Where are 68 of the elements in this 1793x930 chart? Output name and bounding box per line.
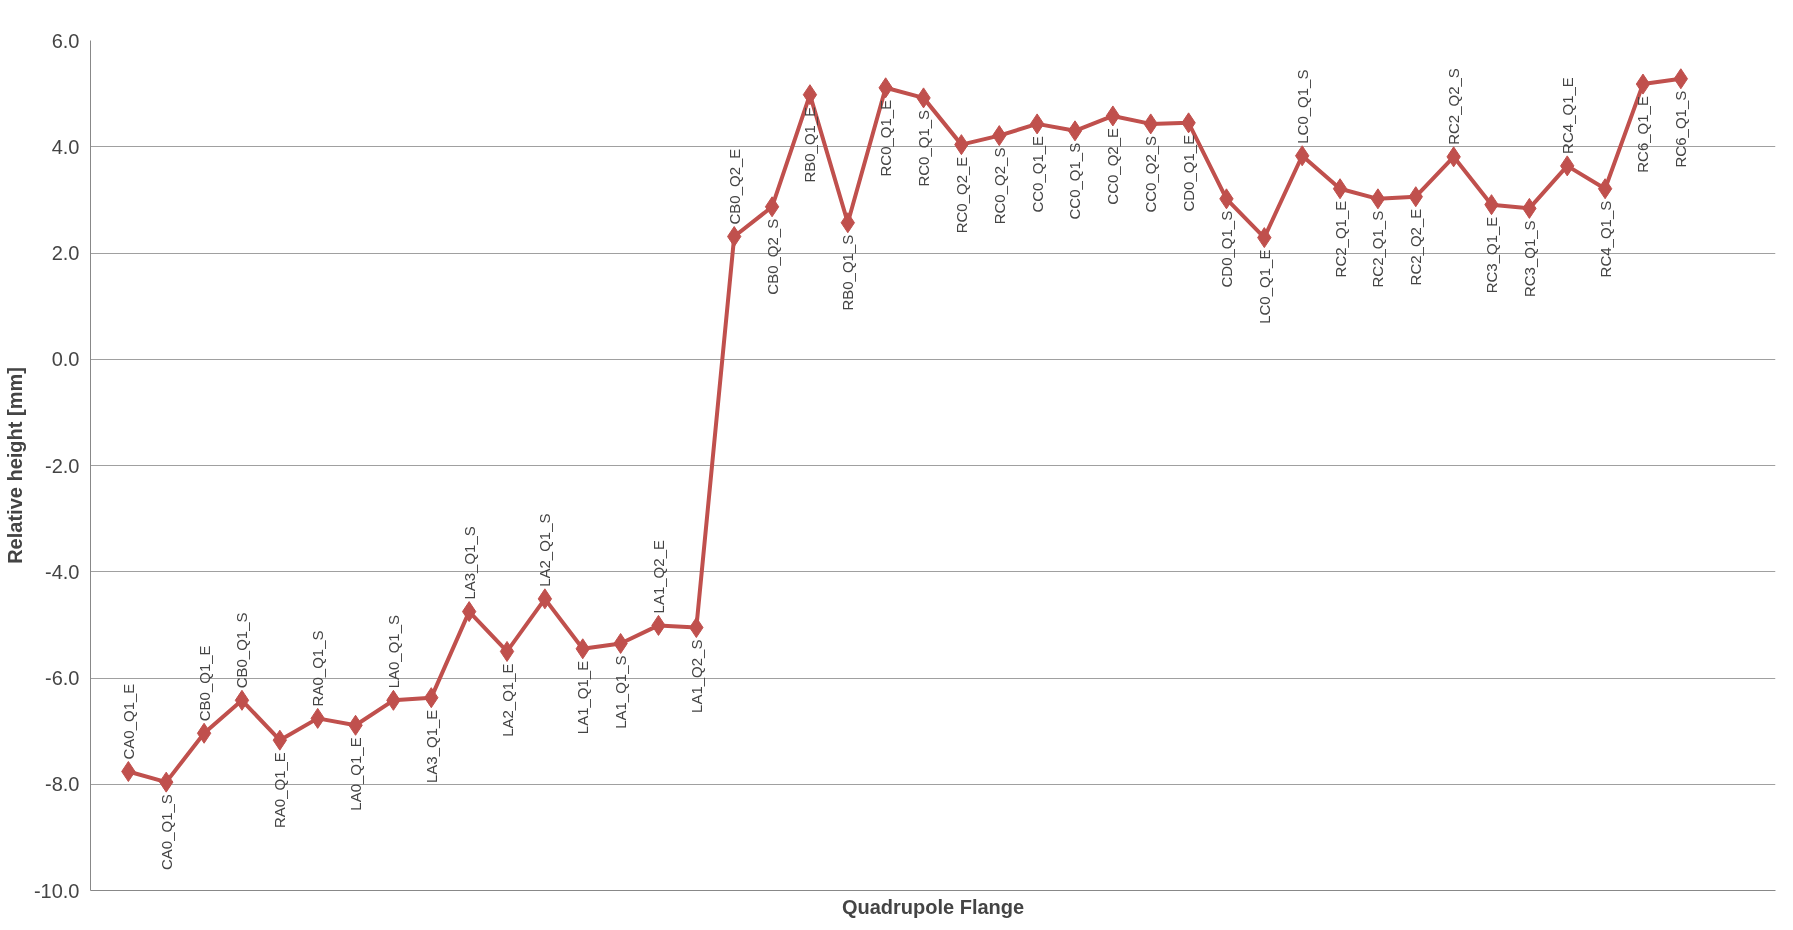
- y-tick-label: -4.0: [45, 560, 80, 583]
- point: [234, 689, 250, 711]
- x-tick-label: CB0_Q2_E: [725, 148, 743, 225]
- point: [1332, 178, 1348, 200]
- x-tick-label: LA0_Q1_S: [384, 614, 402, 689]
- y-tick-label: -8.0: [45, 773, 80, 796]
- x-tick-label: RC4_Q1_S: [1596, 200, 1614, 278]
- x-tick-label: RC4_Q1_E: [1558, 77, 1576, 154]
- x-tick-label: CD0_Q1_S: [1217, 210, 1235, 288]
- y-tick-label: 0.0: [51, 348, 80, 371]
- x-tick-label: RC0_Q2_S: [990, 147, 1008, 225]
- point: [537, 588, 553, 610]
- x-tick-label: RC2_Q2_S: [1445, 68, 1463, 145]
- x-axis-title: Quadrupole Flange: [841, 895, 1025, 918]
- point: [1597, 178, 1613, 200]
- point: [499, 640, 515, 662]
- x-tick-label: RA0_Q1_E: [271, 752, 289, 829]
- x-tick-label: CC0_Q2_S: [1142, 135, 1160, 213]
- x-tick-label: RC3_Q1_E: [1483, 216, 1501, 294]
- y-axis-title: Relative height [mm]: [3, 367, 26, 564]
- x-tick-label: CB0_Q2_S: [763, 218, 781, 295]
- x-tick-label: LA2_Q1_S: [536, 513, 554, 587]
- x-tick-label: LA1_Q1_S: [612, 655, 630, 729]
- x-tick-label: CB0_Q1_S: [233, 612, 251, 689]
- x-tick-label: LC0_Q1_E: [1255, 249, 1273, 324]
- point: [461, 601, 477, 623]
- point: [1067, 120, 1083, 142]
- x-tick-label: CC0_Q1_S: [1066, 142, 1084, 220]
- x-tick-label: RC2_Q2_E: [1407, 208, 1425, 286]
- x-tick-label: LA3_Q1_E: [422, 709, 440, 784]
- x-tick-label: CA0_Q1_S: [157, 794, 175, 870]
- point: [1105, 105, 1121, 127]
- x-tick-label: RA0_Q1_S: [309, 630, 327, 707]
- point: [196, 722, 212, 744]
- x-tick-label: RC3_Q1_S: [1520, 220, 1538, 298]
- x-tick-label: CB0_Q1_E: [195, 645, 213, 722]
- y-tick-label: -10.0: [33, 879, 80, 902]
- point: [1635, 73, 1651, 95]
- x-tick-label: LA3_Q1_S: [460, 526, 478, 600]
- y-tick-label: -2.0: [45, 454, 80, 477]
- x-tick-label: LA2_Q1_E: [498, 663, 516, 737]
- x-tick-label: RB0_Q1_E: [801, 106, 819, 183]
- y-tick-label: 4.0: [51, 135, 80, 158]
- x-tick-label: RC6_Q1_S: [1672, 90, 1690, 168]
- x-tick-label: CC0_Q1_E: [1028, 135, 1046, 213]
- x-tick-label: RC0_Q2_E: [952, 156, 970, 234]
- x-tick-label: RC6_Q1_E: [1634, 96, 1652, 173]
- x-tick-label: LA1_Q2_S: [687, 639, 705, 713]
- point: [802, 84, 818, 106]
- x-tick-label: CD0_Q1_E: [1180, 134, 1198, 212]
- x-tick-label: RC2_Q1_S: [1369, 210, 1387, 288]
- x-tick-label: RC0_Q1_E: [877, 99, 895, 177]
- y-tick-label: 6.0: [51, 29, 80, 52]
- x-tick-label: RC2_Q1_E: [1331, 200, 1349, 278]
- x-tick-label: LA1_Q1_E: [574, 660, 592, 735]
- x-tick-label: LC0_Q1_S: [1293, 69, 1311, 144]
- point: [1370, 188, 1386, 210]
- point: [121, 761, 136, 782]
- x-tick-label: LA0_Q1_E: [347, 737, 365, 811]
- x-tick-label: CA0_Q1_E: [119, 683, 137, 760]
- x-tick-label: LA1_Q2_E: [649, 540, 667, 614]
- x-tick-label: CC0_Q2_E: [1104, 127, 1122, 205]
- y-tick-label: -6.0: [45, 667, 80, 689]
- point: [764, 196, 780, 218]
- y-tick-label: 2.0: [51, 242, 80, 264]
- x-tick-label: RC0_Q1_S: [915, 109, 933, 187]
- point: [1029, 113, 1045, 135]
- x-tick-label: RB0_Q1_S: [839, 234, 857, 311]
